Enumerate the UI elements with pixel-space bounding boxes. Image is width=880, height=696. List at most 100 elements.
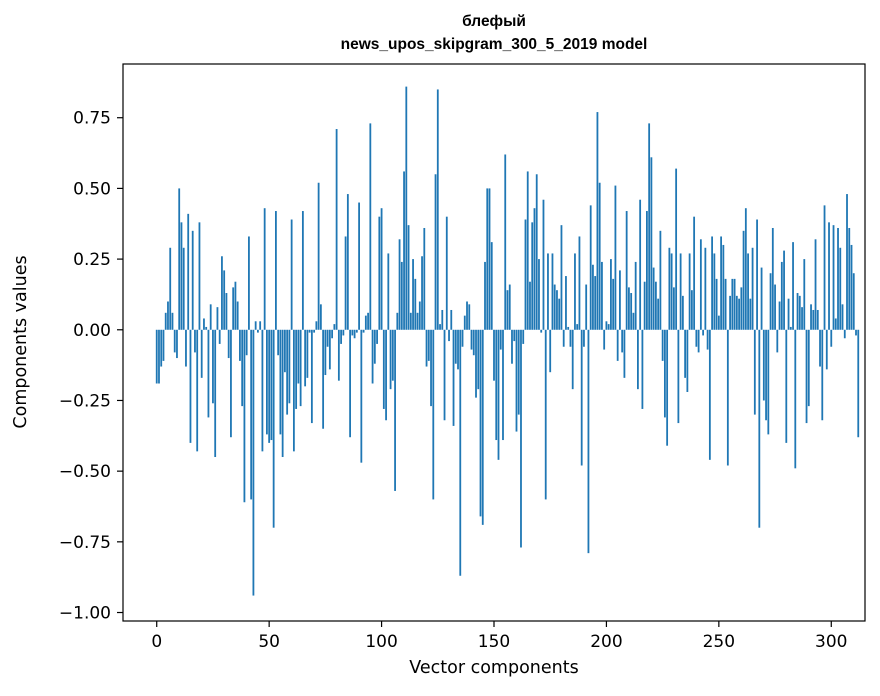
- bar-201: [607, 324, 610, 330]
- bar-133: [454, 329, 457, 364]
- bar-55: [279, 329, 282, 435]
- bar-306: [843, 329, 846, 339]
- bar-59: [288, 329, 291, 404]
- bar-197: [598, 182, 601, 330]
- bar-276: [776, 329, 779, 353]
- bar-260: [740, 287, 743, 330]
- bar-161: [517, 329, 520, 415]
- bar-84: [344, 236, 347, 330]
- bar-12: [182, 247, 185, 330]
- bar-144: [479, 329, 482, 517]
- bar-166: [529, 281, 531, 330]
- bar-272: [767, 329, 770, 435]
- y-tick-label: −0.50: [59, 462, 111, 482]
- bar-50: [268, 329, 271, 443]
- bar-293: [814, 239, 817, 330]
- bar-140: [470, 329, 473, 350]
- bar-65: [301, 211, 304, 330]
- bar-216: [641, 329, 644, 409]
- bar-91: [360, 329, 363, 463]
- bar-106: [394, 329, 396, 491]
- bar-202: [610, 259, 612, 330]
- bar-174: [547, 253, 549, 330]
- bar-80: [335, 129, 338, 330]
- bar-253: [724, 278, 727, 330]
- bar-127: [441, 309, 444, 330]
- bar-137: [463, 315, 466, 330]
- bar-34: [232, 287, 235, 330]
- bar-86: [349, 329, 351, 438]
- bar-210: [628, 287, 630, 330]
- bar-95: [369, 123, 372, 330]
- bar-242: [699, 239, 702, 330]
- bar-181: [562, 329, 565, 347]
- bar-236: [686, 329, 689, 392]
- bar-96: [371, 329, 374, 384]
- bar-171: [540, 329, 543, 333]
- bar-279: [783, 250, 785, 330]
- bar-108: [398, 239, 401, 330]
- bar-223: [657, 298, 660, 330]
- bar-51: [270, 329, 273, 441]
- bar-61: [292, 329, 295, 452]
- bar-235: [684, 329, 687, 378]
- bar-237: [688, 253, 691, 330]
- bar-297: [823, 205, 826, 330]
- bar-271: [765, 329, 767, 421]
- bar-43: [252, 329, 255, 596]
- bar-159: [513, 329, 516, 342]
- bar-224: [659, 230, 662, 330]
- bar-41: [248, 236, 250, 330]
- bar-99: [378, 216, 381, 330]
- bar-128: [443, 329, 446, 421]
- bar-131: [450, 309, 453, 330]
- bar-290: [807, 329, 810, 407]
- y-axis-label: Components values: [11, 255, 31, 429]
- bar-93: [364, 315, 367, 330]
- bar-8: [173, 329, 176, 353]
- bar-263: [747, 253, 749, 330]
- bar-20: [200, 329, 203, 378]
- bar-111: [405, 86, 408, 330]
- bar-97: [373, 329, 376, 364]
- bar-185: [571, 329, 574, 390]
- bar-230: [672, 287, 675, 330]
- bar-15: [189, 329, 192, 443]
- bar-309: [850, 244, 853, 330]
- bar-289: [805, 329, 808, 424]
- bar-44: [254, 321, 257, 330]
- y-axis-ticks: −1.00 −0.75 −0.50 −0.25 0.00 0.25 0.50 0.75: [59, 109, 123, 624]
- bar-145: [481, 329, 484, 525]
- bar-227: [666, 329, 669, 446]
- bar-107: [396, 312, 399, 330]
- bar-90: [358, 202, 360, 330]
- bar-23: [207, 329, 210, 418]
- bar-221: [652, 267, 655, 330]
- bar-4: [164, 312, 167, 330]
- bar-178: [556, 290, 558, 330]
- bar-0: [155, 329, 158, 384]
- bar-305: [841, 304, 844, 330]
- bar-77: [328, 329, 331, 370]
- bar-203: [612, 278, 615, 330]
- bar-241: [697, 329, 700, 353]
- bar-186: [574, 253, 576, 330]
- bar-311: [855, 329, 857, 336]
- bar-199: [603, 329, 606, 350]
- bar-89: [355, 329, 358, 333]
- bar-21: [203, 318, 205, 330]
- bar-53: [275, 211, 277, 330]
- bar-110: [403, 171, 405, 330]
- bar-114: [412, 259, 414, 330]
- bar-115: [414, 278, 417, 330]
- bar-32: [227, 329, 230, 359]
- bar-180: [560, 225, 563, 330]
- bar-265: [751, 247, 754, 330]
- bar-72: [317, 182, 320, 330]
- bar-132: [452, 329, 455, 426]
- x-tick-label: 100: [365, 632, 397, 652]
- x-tick-label: 0: [151, 632, 162, 652]
- bar-264: [749, 298, 752, 330]
- bar-302: [834, 318, 837, 330]
- bar-258: [735, 295, 738, 330]
